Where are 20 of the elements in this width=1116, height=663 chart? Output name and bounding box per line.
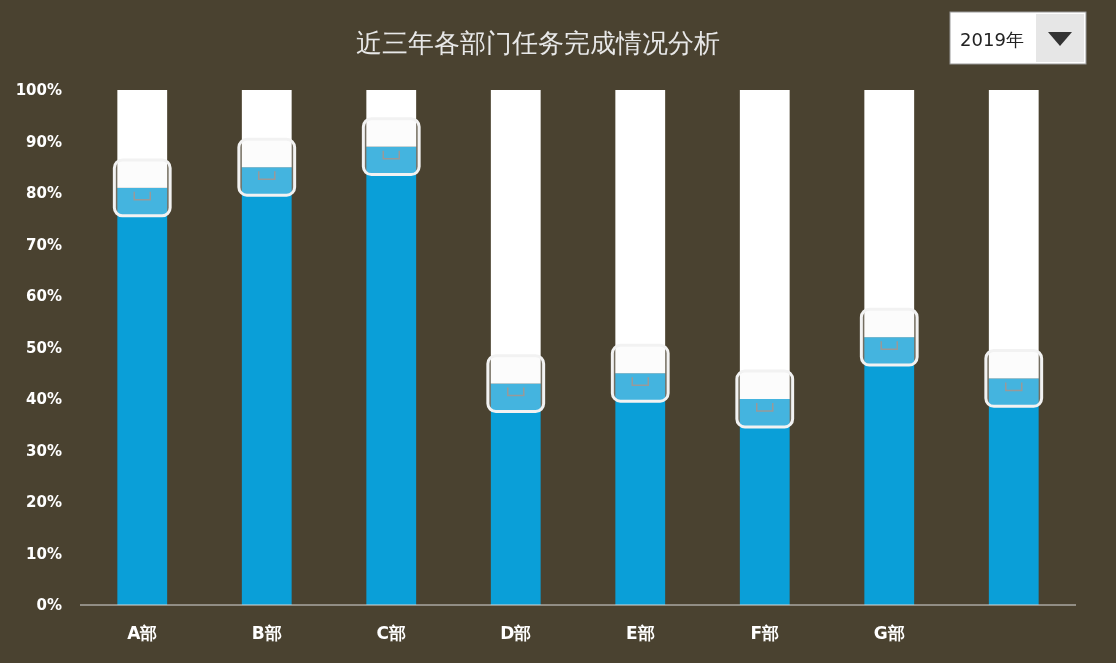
- x-tick-label: E部: [625, 623, 655, 643]
- y-tick-label: 50%: [26, 338, 62, 357]
- y-tick-label: 100%: [15, 81, 62, 100]
- x-tick-label: B部: [251, 623, 282, 643]
- y-tick-label: 30%: [26, 441, 62, 460]
- text: 2019年: [960, 29, 1024, 50]
- y-tick-label: 20%: [26, 493, 62, 512]
- y-tick-label: 80%: [26, 184, 62, 203]
- chart-title: 近三年各部门任务完成情况分析: [356, 28, 720, 58]
- x-tick-label: D部: [500, 623, 532, 643]
- y-tick-label: 10%: [26, 544, 62, 563]
- x-tick-label: F部: [750, 623, 780, 643]
- x-tick-label: C部: [376, 623, 406, 643]
- y-tick-label: 40%: [26, 390, 62, 409]
- x-tick-label: A部: [127, 623, 158, 643]
- y-tick-label: 70%: [26, 235, 62, 254]
- x-tick-label: G部: [873, 623, 905, 643]
- y-tick-label: 0%: [36, 596, 62, 615]
- y-tick-label: 60%: [26, 287, 62, 306]
- y-tick-label: 90%: [26, 132, 62, 151]
